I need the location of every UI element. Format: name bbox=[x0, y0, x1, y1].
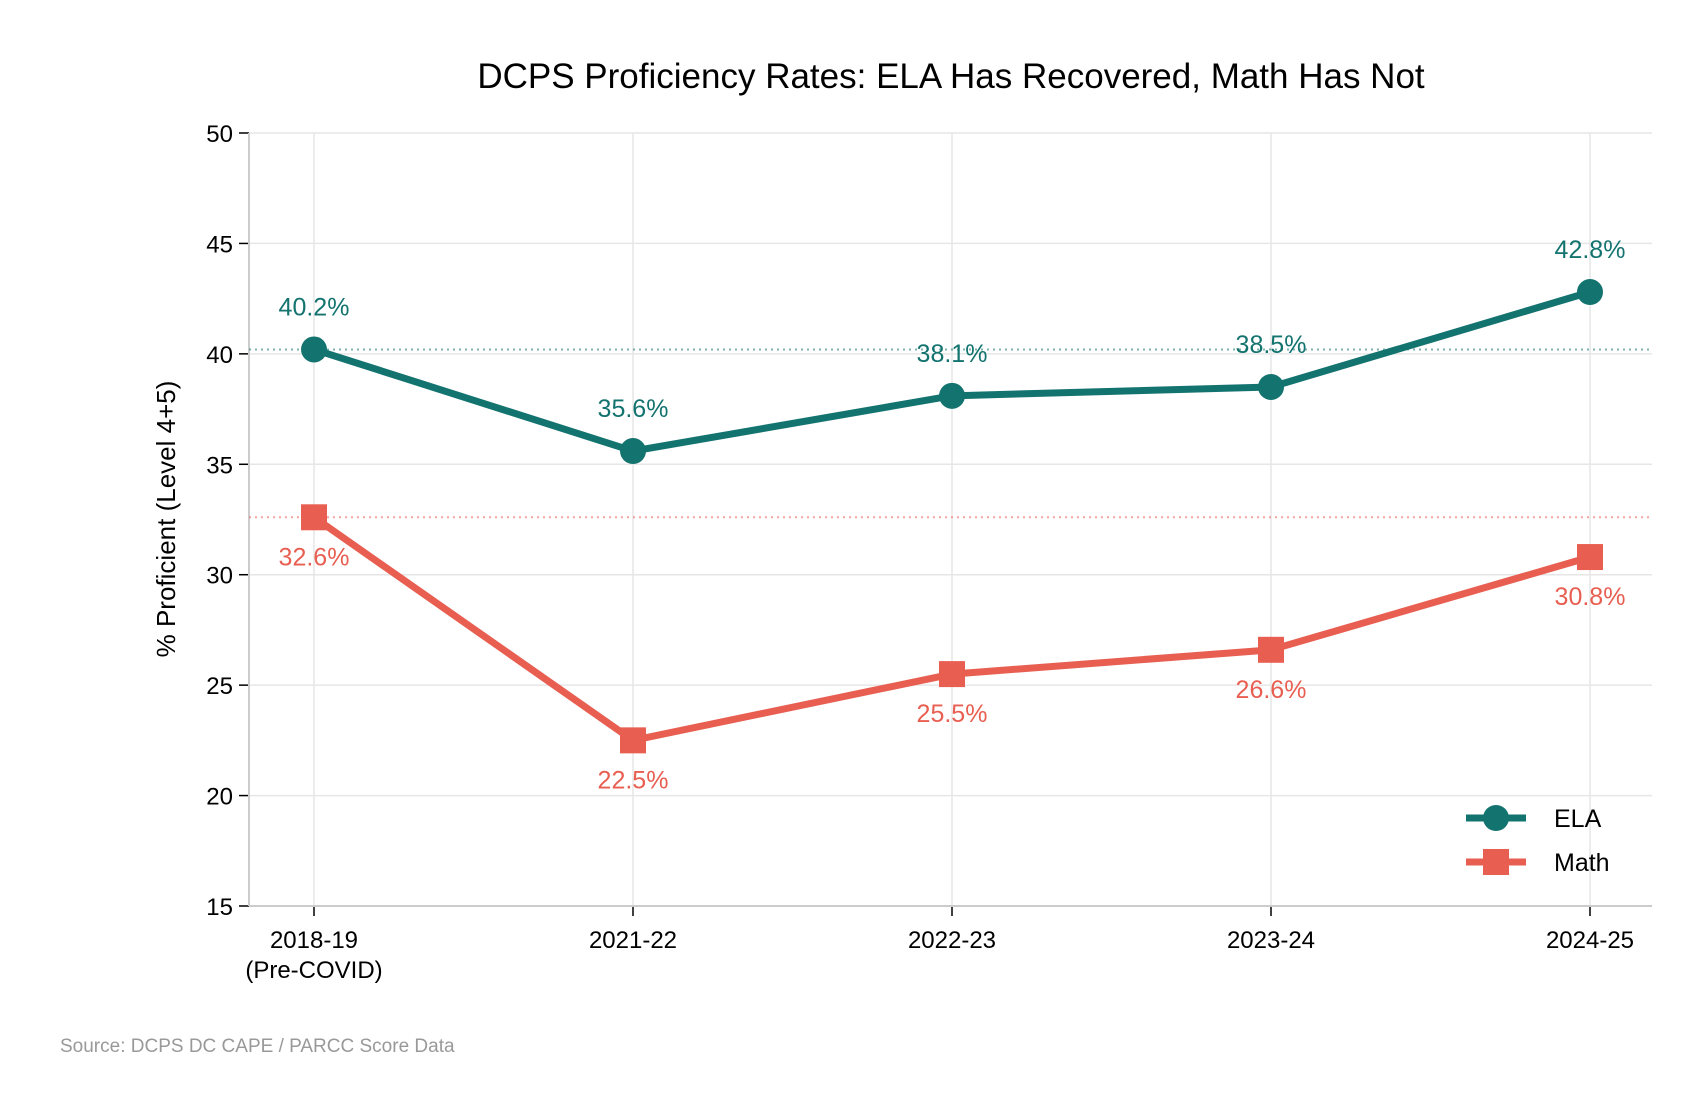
y-axis-label: % Proficient (Level 4+5) bbox=[151, 381, 181, 658]
math-point bbox=[620, 727, 646, 754]
x-tick-label: 2018-19 (Pre-COVID) bbox=[245, 927, 382, 984]
ela-point bbox=[939, 382, 965, 409]
ela-data-label: 40.2% bbox=[279, 293, 350, 321]
ela-data-label: 38.5% bbox=[1236, 331, 1307, 359]
math-data-label: 25.5% bbox=[917, 700, 988, 728]
y-tick-label: 40 bbox=[206, 342, 233, 369]
math-point bbox=[939, 661, 965, 688]
ela-data-label: 38.1% bbox=[917, 340, 988, 368]
math-point bbox=[1577, 544, 1603, 571]
math-data-label: 26.6% bbox=[1236, 676, 1307, 704]
ela-legend-marker bbox=[1483, 805, 1509, 831]
math-point bbox=[301, 504, 327, 531]
math-data-label: 30.8% bbox=[1555, 583, 1626, 611]
math-legend-marker bbox=[1483, 849, 1509, 875]
y-tick-label: 45 bbox=[206, 231, 233, 258]
ela-point bbox=[1258, 373, 1284, 400]
ela-point bbox=[301, 336, 327, 363]
x-tick-label: 2024-25 bbox=[1546, 927, 1634, 954]
ela-point bbox=[1577, 279, 1603, 306]
y-tick-label: 20 bbox=[206, 784, 233, 811]
ela-data-label: 35.6% bbox=[598, 395, 669, 423]
x-tick-label: 2021-22 bbox=[589, 927, 677, 954]
y-tick-label: 30 bbox=[206, 563, 233, 590]
y-tick-label: 25 bbox=[206, 673, 233, 700]
y-tick-label: 50 bbox=[206, 121, 233, 148]
math-data-label: 32.6% bbox=[279, 543, 350, 571]
x-tick-label: 2023-24 bbox=[1227, 927, 1315, 954]
ela-legend-label: ELA bbox=[1554, 805, 1602, 833]
ela-point bbox=[620, 438, 646, 465]
math-data-label: 22.5% bbox=[598, 766, 669, 794]
ela-data-label: 42.8% bbox=[1555, 236, 1626, 264]
math-point bbox=[1258, 636, 1284, 663]
chart-title: DCPS Proficiency Rates: ELA Has Recovere… bbox=[477, 57, 1425, 96]
y-tick-label: 15 bbox=[206, 894, 233, 921]
x-tick-label: 2022-23 bbox=[908, 927, 996, 954]
y-tick-label: 35 bbox=[206, 452, 233, 479]
math-legend-label: Math bbox=[1554, 849, 1610, 877]
source-note: Source: DCPS DC CAPE / PARCC Score Data bbox=[60, 1036, 455, 1057]
